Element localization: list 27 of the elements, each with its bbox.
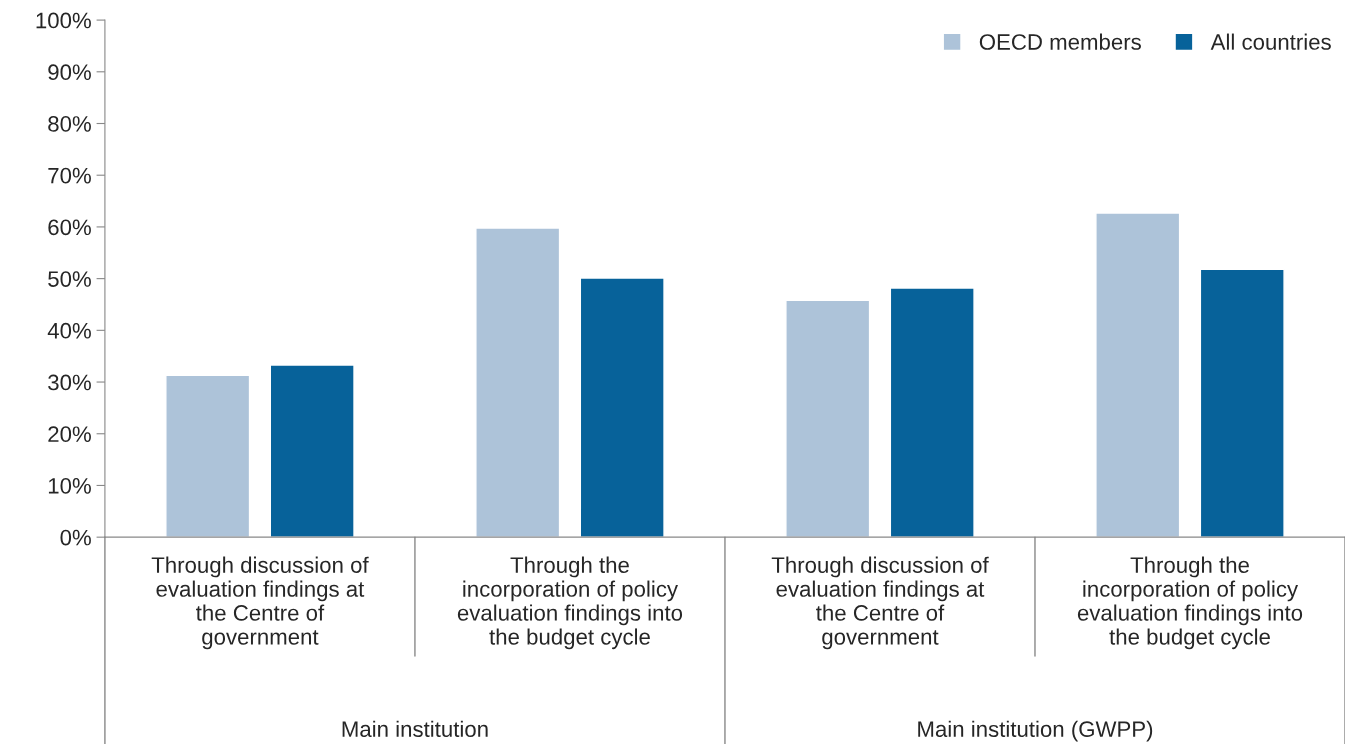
bar [785,299,871,538]
y-tick-label: 10% [48,477,91,494]
y-tick-label: 0% [60,529,91,546]
bar [269,364,355,538]
bar [889,287,975,538]
x-tick-label: Through discussion of evaluation findings at the Centre of government [151,556,369,650]
bar [475,227,561,538]
bar [1199,268,1285,538]
y-tick-label: 70% [48,167,91,184]
y-tick-label: 60% [48,219,91,236]
x-tick-label: Through the incorporation of policy evaluation findings into the budget cycle [1077,556,1303,650]
y-tick-label: 50% [48,271,91,287]
legend-label: All countries [1210,33,1331,50]
bar [1095,212,1181,538]
y-tick-label: 80% [48,116,91,132]
x-tick-label: Through discussion of evaluation findings at the Centre of government [771,556,989,650]
y-tick-label: 90% [48,64,91,81]
text: Main institution (GWPP) [918,720,1153,742]
y-tick-label: 30% [48,374,91,391]
bar [165,374,251,538]
text: Main institution [342,720,488,738]
y-tick-label: 40% [47,322,91,339]
bar [579,277,665,538]
legend-label: OECD members [979,33,1141,50]
x-tick-label: Through the incorporation of policy evaluation findings into the budget cycle [457,556,683,650]
y-tick-label: 20% [48,426,91,443]
y-tick-label: 100% [36,12,91,29]
